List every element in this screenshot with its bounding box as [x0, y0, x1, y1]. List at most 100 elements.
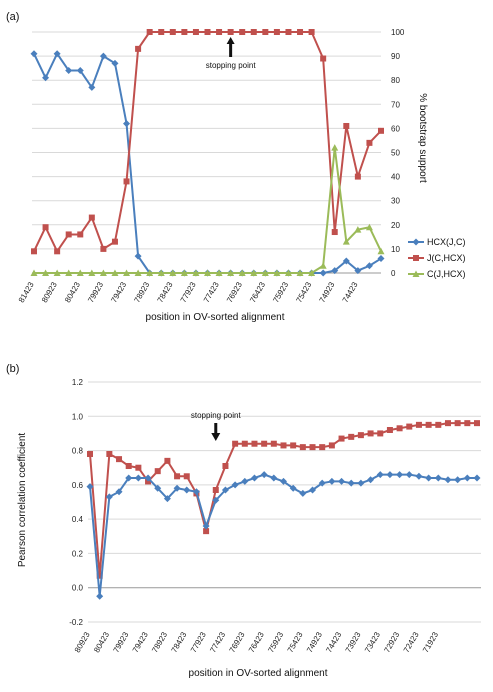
data-point: [284, 269, 292, 276]
panel-a-stopping-point-label: stopping point: [206, 61, 257, 70]
x-tick-label: 80923: [73, 630, 92, 654]
data-point: [106, 451, 113, 457]
x-tick-label: 76923: [228, 630, 247, 654]
x-tick-label: 75923: [266, 630, 285, 654]
data-point: [289, 484, 297, 492]
data-point: [308, 269, 316, 276]
data-point: [125, 463, 132, 469]
data-point: [357, 479, 365, 487]
data-point: [169, 29, 176, 35]
data-point: [261, 440, 268, 447]
data-point: [309, 444, 316, 451]
data-point: [376, 471, 384, 479]
data-point: [250, 474, 258, 482]
data-point: [216, 29, 223, 35]
x-tick-label: 74423: [341, 280, 360, 304]
data-point: [309, 486, 317, 494]
data-point: [123, 178, 130, 185]
x-tick-label: 76923: [225, 280, 244, 304]
data-point: [53, 50, 61, 58]
x-tick-label: 76423: [248, 280, 267, 304]
legend-item-j: J(C,HCX): [408, 253, 466, 263]
data-point: [273, 269, 281, 276]
data-point: [180, 269, 188, 276]
panel-b-label: (b): [6, 363, 19, 375]
data-point: [415, 472, 423, 480]
data-point: [434, 474, 442, 482]
data-point: [31, 248, 37, 255]
data-point: [204, 269, 211, 276]
data-point: [415, 421, 422, 428]
x-tick-label: 78923: [132, 280, 151, 304]
x-tick-label: 71923: [421, 630, 440, 654]
data-point: [76, 67, 84, 75]
data-point: [270, 440, 277, 447]
chart-panel-a: (a) 0 10 20 30 40 50 60 70 80 90 100 81423 80923 804…: [6, 11, 466, 323]
data-point: [231, 481, 239, 489]
data-point: [241, 440, 248, 447]
data-point: [270, 474, 278, 482]
data-point: [342, 238, 350, 245]
panel-b-annotation: stopping point: [191, 411, 241, 441]
x-tick-label: 77423: [202, 280, 221, 304]
data-point: [348, 433, 355, 440]
data-point: [331, 229, 338, 236]
data-point: [425, 474, 433, 482]
panel-b-y-tick-labels: -0.2 0.0 0.2 0.4 0.6 0.8 1.0 1.2: [69, 378, 83, 627]
data-point: [425, 421, 432, 428]
y-tick-label: 0.2: [72, 549, 84, 558]
data-point: [212, 487, 219, 493]
x-tick-label: 79923: [86, 280, 105, 304]
data-point: [396, 425, 403, 432]
data-point: [174, 473, 181, 480]
x-tick-label: 79423: [109, 280, 128, 304]
data-point: [366, 139, 373, 146]
data-point: [444, 476, 452, 484]
x-tick-label: 77923: [189, 630, 208, 654]
x-tick-label: 72923: [382, 630, 401, 654]
x-tick-label: 80923: [40, 280, 59, 304]
data-point: [406, 423, 413, 430]
data-point: [87, 451, 93, 457]
data-point: [135, 45, 142, 52]
data-point: [444, 420, 451, 427]
data-point: [357, 432, 364, 439]
data-point: [65, 269, 73, 276]
data-point: [338, 477, 346, 485]
panel-b-y-axis-label: Pearson correlation coefficient: [17, 433, 28, 568]
data-point: [212, 496, 220, 504]
data-point: [54, 248, 61, 255]
data-point: [144, 474, 152, 482]
data-point: [173, 484, 181, 492]
data-point: [30, 50, 38, 58]
x-tick-label: 78923: [150, 630, 169, 654]
y-tick-label: 50: [391, 149, 400, 158]
panel-b-x-tick-labels: 80923 80423 79923 79423 78923 78423 77923 77423…: [73, 630, 440, 654]
data-point: [319, 262, 327, 269]
data-point: [96, 572, 103, 579]
data-point: [123, 269, 131, 276]
x-tick-label: 75423: [286, 630, 305, 654]
y-tick-label: 0.0: [72, 584, 84, 593]
data-point: [367, 430, 374, 437]
data-point: [318, 479, 326, 487]
data-point: [232, 440, 239, 447]
data-point: [290, 442, 297, 449]
data-point: [154, 468, 161, 475]
y-tick-label: 40: [391, 173, 400, 182]
y-tick-label: 10: [391, 245, 400, 254]
y-tick-label: -0.2: [69, 618, 83, 627]
legend-diamond-marker-icon: [412, 238, 420, 246]
x-tick-label: 79923: [112, 630, 131, 654]
data-point: [347, 479, 355, 487]
legend-triangle-marker-icon: [412, 270, 420, 277]
data-point: [181, 29, 188, 35]
x-tick-label: 80423: [63, 280, 82, 304]
data-point: [192, 29, 199, 35]
panel-a-annotation: stopping point: [206, 37, 257, 70]
x-tick-label: 72423: [402, 630, 421, 654]
data-point: [146, 269, 154, 276]
legend-item-hcx: HCX(J,C): [408, 237, 466, 247]
series-line: [33, 52, 382, 274]
